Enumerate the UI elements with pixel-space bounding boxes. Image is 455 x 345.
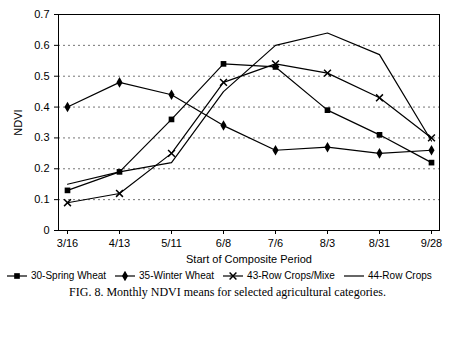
svg-text:Start of Composite Period: Start of Composite Period [186,253,312,265]
html-text:30-Spring Wheat: 30-Spring Wheat [31,270,106,281]
svg-text:0.2: 0.2 [34,162,49,174]
svg-text:9/28: 9/28 [421,237,442,249]
svg-text:0.7: 0.7 [34,8,49,20]
svg-text:0.1: 0.1 [34,193,49,205]
svg-text:0.4: 0.4 [34,101,49,113]
svg-text:6/8: 6/8 [216,237,231,249]
svg-text:NDVI: NDVI [12,109,24,135]
svg-text:8/31: 8/31 [369,237,390,249]
svg-text:7/6: 7/6 [268,237,283,249]
svg-text:4/13: 4/13 [109,237,130,249]
svg-text:0.6: 0.6 [34,39,49,51]
svg-text:0.3: 0.3 [34,131,49,143]
svg-text:0: 0 [43,224,49,236]
svg-text:3/16: 3/16 [57,237,78,249]
html-text:35-Winter Wheat: 35-Winter Wheat [139,270,215,281]
svg-text:0.5: 0.5 [34,70,49,82]
html-text:44-Row Crops: 44-Row Crops [367,270,432,281]
html-text:43-Row Crops/Mixe: 43-Row Crops/Mixe [247,270,335,281]
svg-text:5/11: 5/11 [161,237,182,249]
html-text:FIG. 8. Monthly NDVI means for: FIG. 8. Monthly NDVI means for selected … [69,285,386,299]
svg-text:8/3: 8/3 [320,237,335,249]
